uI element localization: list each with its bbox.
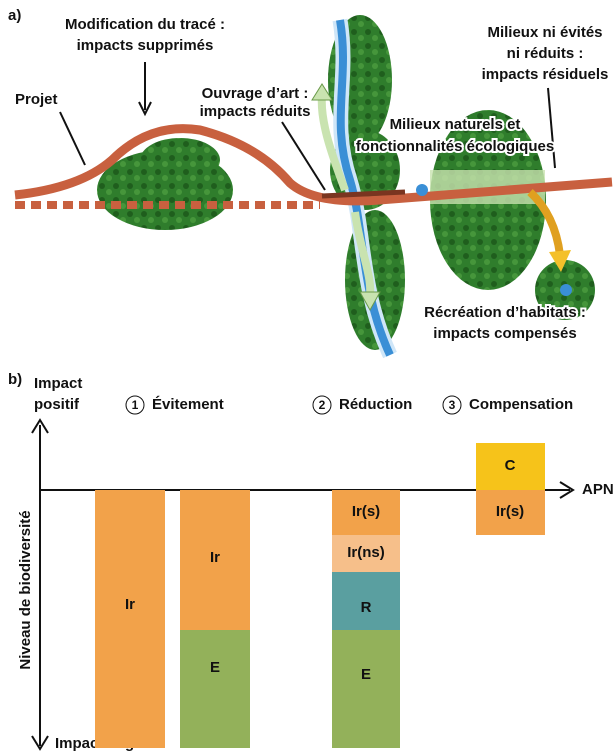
label: Projet (15, 91, 58, 108)
label: impacts supprimés (77, 37, 214, 54)
label: fonctionnalités écologiques (356, 138, 554, 155)
step: 3 Compensation (443, 396, 573, 414)
pond (416, 184, 428, 196)
block (180, 630, 250, 748)
axis-title: Niveau de biodiversité (17, 510, 34, 669)
block-label: C (505, 457, 516, 474)
block-label: Ir(s) (496, 503, 524, 520)
step-number: 2 (319, 398, 326, 412)
block-label: Ir(ns) (347, 544, 385, 561)
label: impacts compensés (433, 325, 576, 342)
block-label: R (361, 599, 372, 616)
block (95, 490, 165, 748)
label: impacts réduits (200, 103, 311, 120)
axis-label: positif (34, 396, 80, 413)
label: Ouvrage d’art : (202, 85, 309, 102)
block (332, 630, 400, 748)
label: Milieux ni évités (487, 24, 602, 41)
step: 2 Réduction (313, 396, 412, 414)
axis-label: APN (582, 481, 614, 498)
label: Milieux naturels et (390, 116, 521, 133)
label: Modification du tracé : (65, 16, 225, 33)
pointer (548, 88, 555, 168)
block-label: E (210, 659, 220, 676)
figure: a) Modification du tracé : impacts suppr… (0, 0, 616, 756)
block-label: E (361, 666, 371, 683)
forest (140, 138, 220, 182)
panel-label: a) (8, 7, 21, 24)
step-label: Réduction (339, 396, 412, 413)
label: Récréation d’habitats : (424, 304, 586, 321)
panel-label: b) (8, 371, 22, 388)
block-label: Ir (125, 596, 135, 613)
pond (560, 284, 572, 296)
step-label: Compensation (469, 396, 573, 413)
step: 1 Évitement (126, 396, 224, 414)
block-label: Ir(s) (352, 503, 380, 520)
step-label: Évitement (152, 396, 224, 413)
axis-label: Impact (34, 375, 82, 392)
pointer (60, 112, 85, 165)
block-label: Ir (210, 549, 220, 566)
step-number: 1 (132, 398, 139, 412)
step-number: 3 (449, 398, 456, 412)
label: ni réduits : (507, 45, 584, 62)
label: impacts résiduels (482, 66, 609, 83)
